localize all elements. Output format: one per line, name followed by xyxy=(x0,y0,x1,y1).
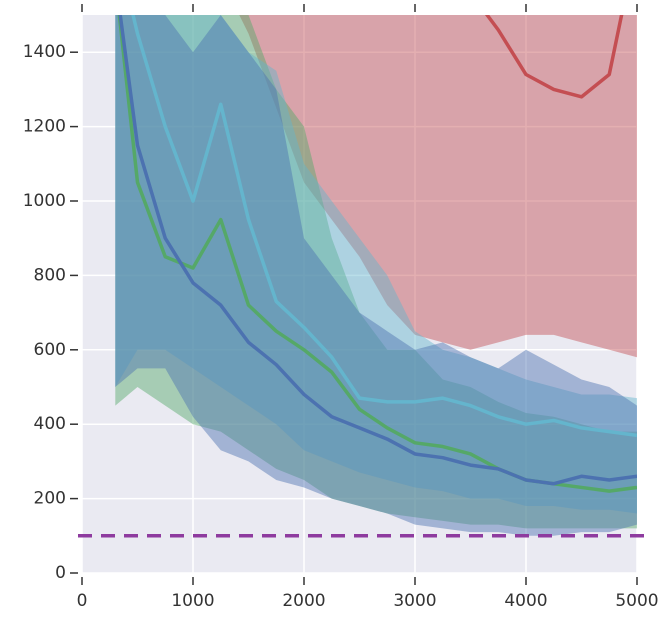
y-tick-label: 600 xyxy=(34,340,66,360)
grid xyxy=(81,15,638,574)
series-line xyxy=(484,15,624,99)
y-tick-label: 1400 xyxy=(23,42,66,62)
y-tick-label: 800 xyxy=(34,265,66,285)
y-tick-label: 1000 xyxy=(23,191,66,211)
axes: 0 200 400 600 800 1000 1200 1400 0 1000 2000 3000 40… xyxy=(23,4,659,611)
y-tick-label: 0 xyxy=(55,563,66,583)
series-line xyxy=(118,15,637,486)
band xyxy=(115,15,637,514)
band xyxy=(115,15,637,529)
band xyxy=(239,15,637,358)
x-tick-label: 3000 xyxy=(393,591,436,611)
x-tick-label: 4000 xyxy=(504,591,547,611)
y-tick-label: 200 xyxy=(34,489,66,509)
plot-background xyxy=(82,15,637,573)
band xyxy=(115,15,637,536)
y-tick-label: 1200 xyxy=(23,117,66,137)
x-tick-label: 1000 xyxy=(171,591,214,611)
series-line xyxy=(131,15,637,438)
x-tick-label: 5000 xyxy=(615,591,658,611)
x-tick-label: 2000 xyxy=(282,591,325,611)
y-tick-label: 400 xyxy=(34,414,66,434)
x-tick-label: 0 xyxy=(77,591,88,611)
plot-area xyxy=(115,15,637,536)
